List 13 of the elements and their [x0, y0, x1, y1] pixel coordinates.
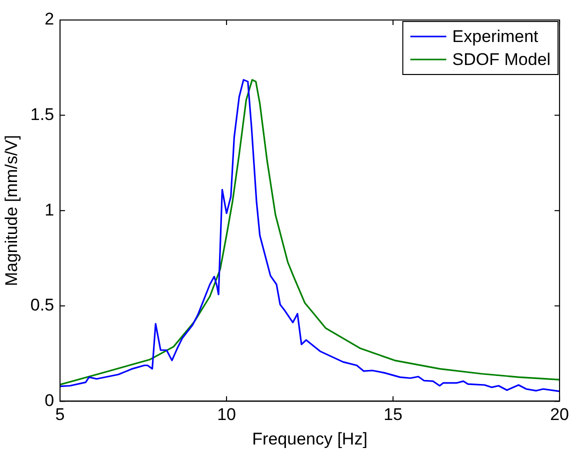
legend-label: SDOF Model: [452, 50, 551, 70]
y-tick-label: 2: [44, 10, 54, 29]
y-tick-label: 0: [44, 390, 54, 410]
x-axis-title: Frequency [Hz]: [252, 429, 368, 448]
x-tick-label: 5: [55, 405, 65, 424]
x-tick-label: 20: [550, 405, 570, 424]
y-tick-label: 0.5: [30, 296, 54, 315]
y-axis-title: Magnitude [mm/s/V]: [2, 135, 21, 286]
x-tick-label: 15: [384, 405, 402, 424]
y-tick-label: 1: [44, 200, 54, 220]
y-tick-label: 1.5: [30, 104, 54, 124]
x-tick-label: 10: [217, 405, 236, 424]
legend-label: Experiment: [452, 27, 539, 46]
